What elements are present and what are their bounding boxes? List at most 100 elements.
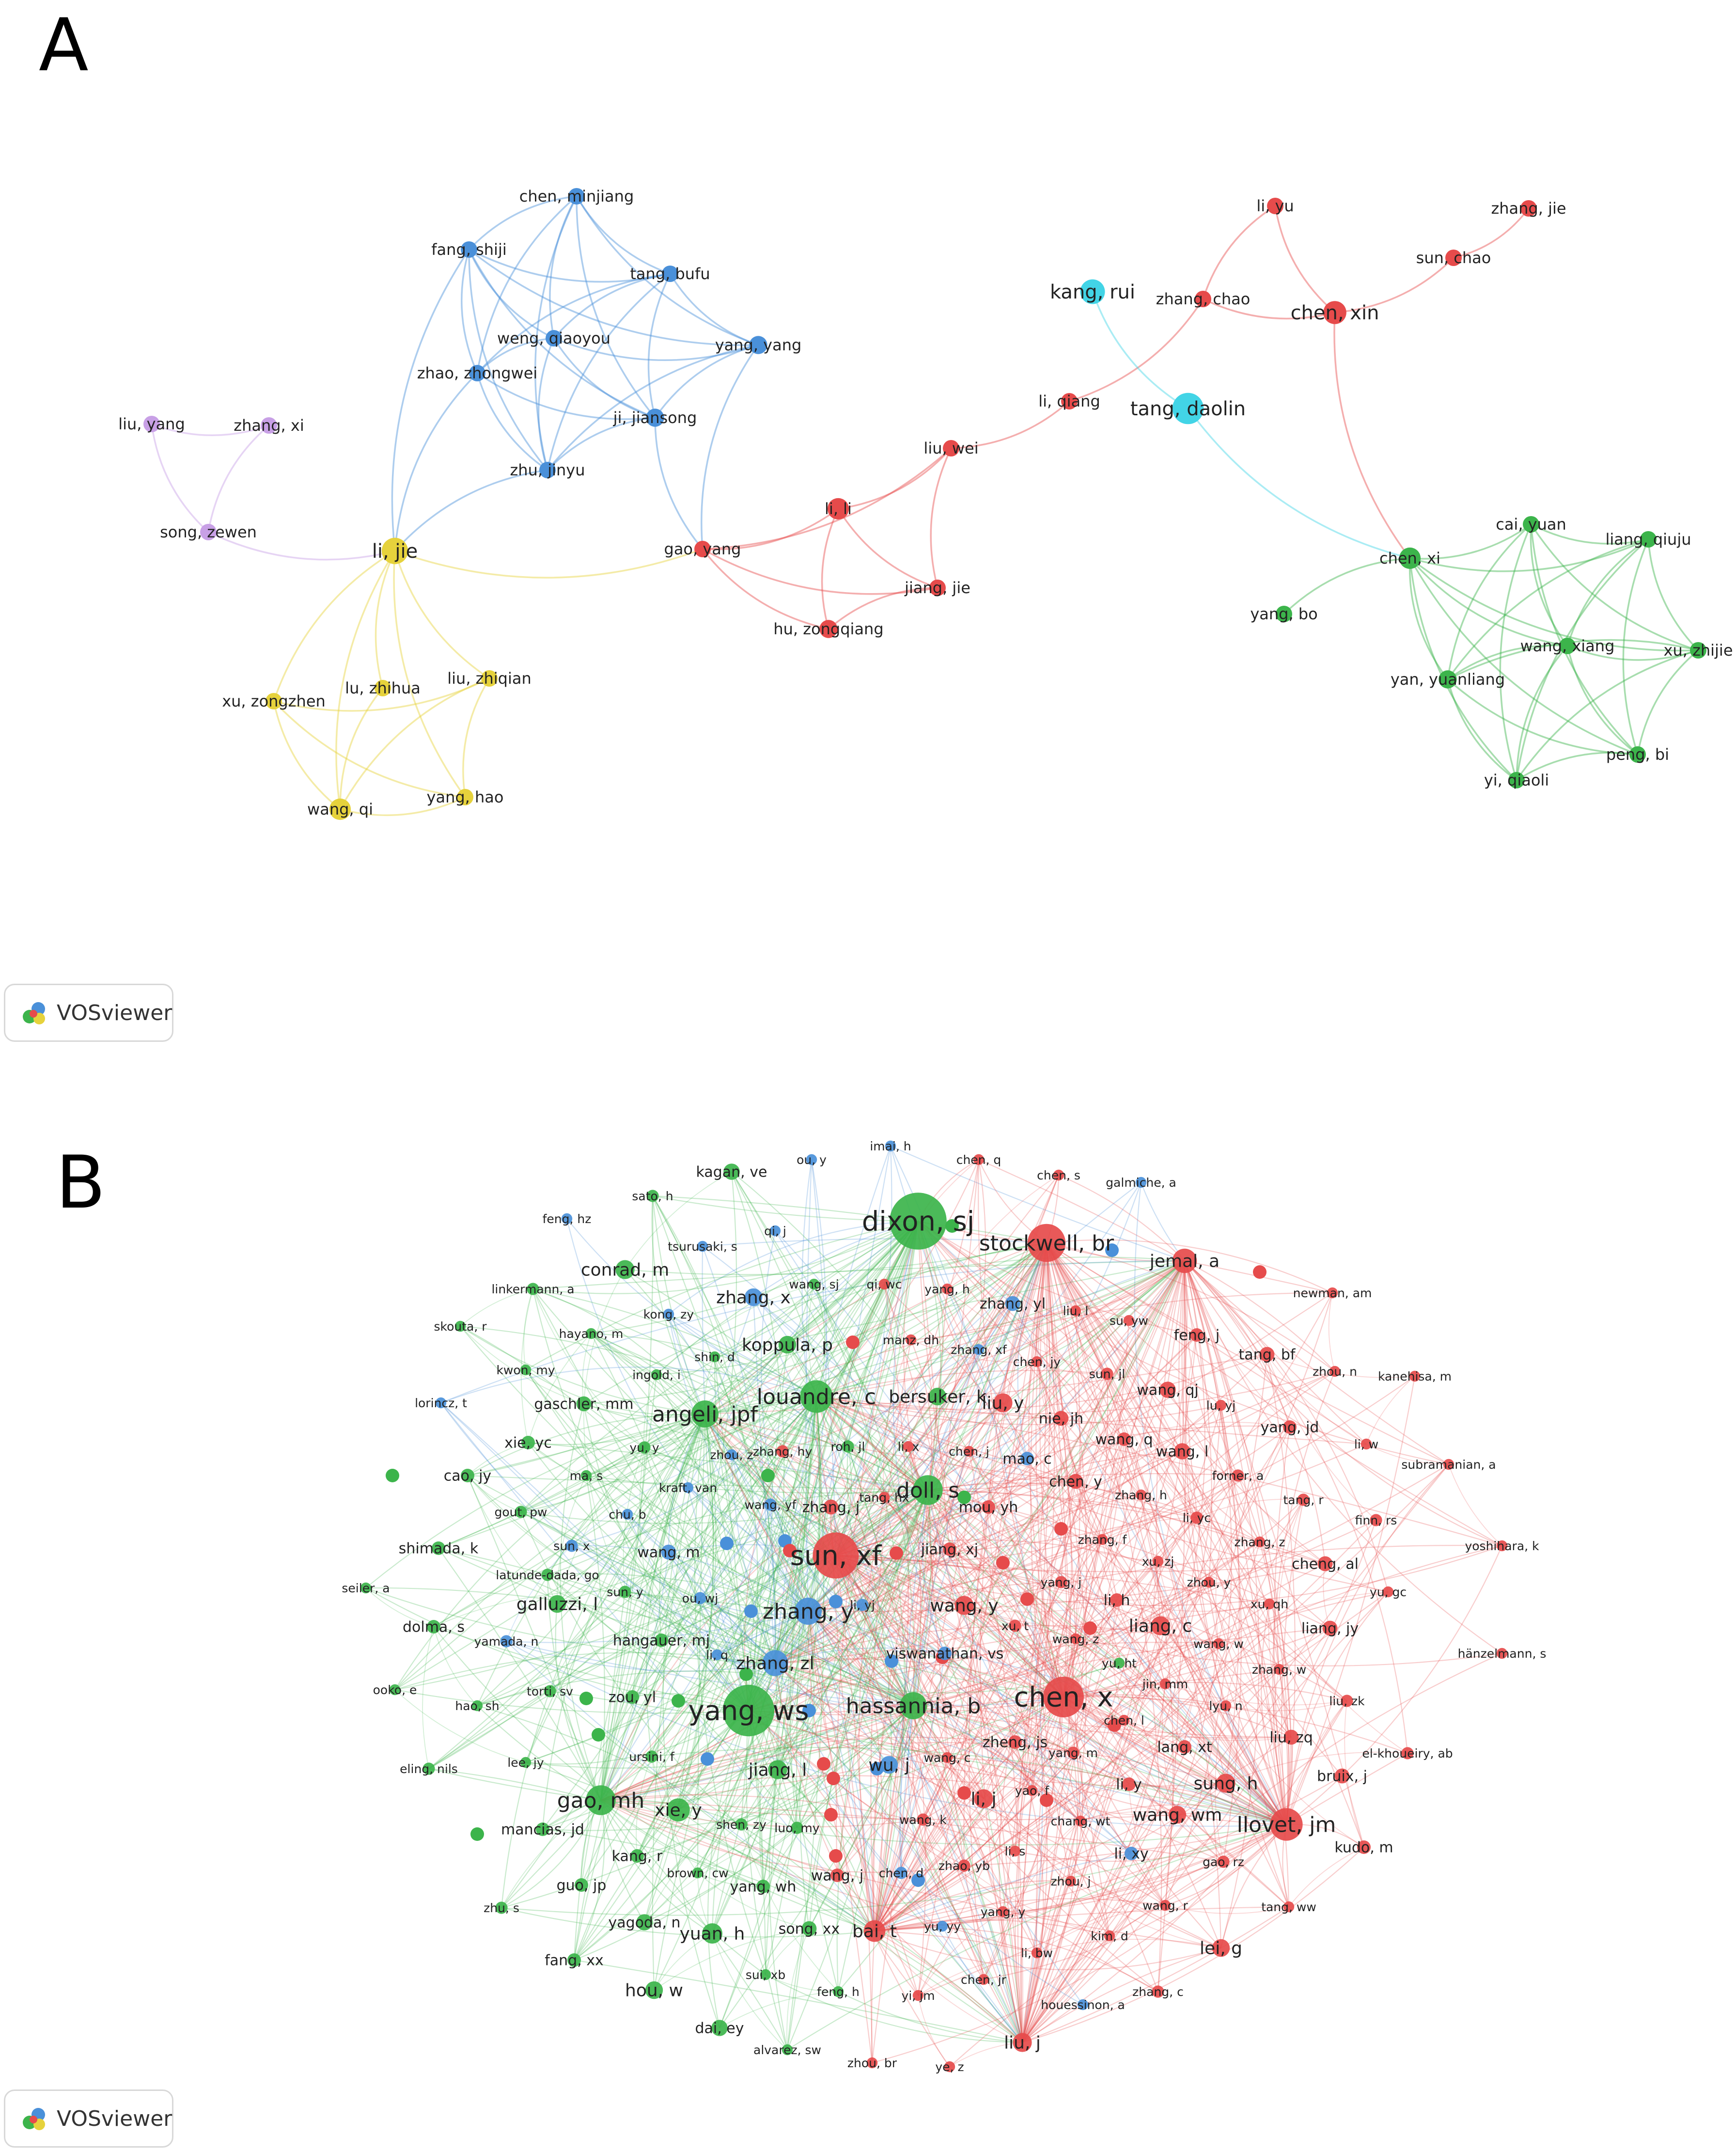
network-node-liu-zhiqian[interactable]: liu, zhiqian <box>447 669 531 688</box>
network-node-mancias-jd[interactable]: mancias, jd <box>501 1822 584 1838</box>
network-node-li-y[interactable]: li, y <box>1116 1776 1142 1793</box>
network-node-xu-zongzhen[interactable]: xu, zongzhen <box>222 692 326 710</box>
network-node-chen-jr[interactable]: chen, jr <box>961 1973 1007 1987</box>
network-node-chen-j[interactable]: chen, j <box>949 1445 989 1459</box>
network-node-kang-r[interactable]: kang, r <box>612 1848 663 1865</box>
network-node-bersuker-k[interactable]: bersuker, k <box>889 1387 986 1407</box>
network-node-unlabeled[interactable] <box>1054 1522 1068 1536</box>
network-node-unlabeled[interactable] <box>945 1219 959 1233</box>
network-node-hanzelmann-s[interactable]: hänzelmann, s <box>1458 1647 1547 1661</box>
network-node-song-xx[interactable]: song, xx <box>779 1921 840 1938</box>
network-node-wang-qi[interactable]: wang, qi <box>307 798 373 820</box>
network-node-jin-mm[interactable]: jin, mm <box>1142 1677 1188 1691</box>
network-node-zhang-chao[interactable]: zhang, chao <box>1156 290 1251 308</box>
network-node-zheng-js[interactable]: zheng, js <box>983 1734 1048 1751</box>
network-node-ou-wj[interactable]: ou, wj <box>682 1591 718 1605</box>
network-node-zhu-s[interactable]: zhu, s <box>484 1901 519 1915</box>
network-node-li-q[interactable]: li, q <box>706 1648 728 1662</box>
network-node-su-yw[interactable]: su, yw <box>1110 1314 1148 1328</box>
network-node-kim-d[interactable]: kim, d <box>1091 1929 1128 1943</box>
network-node-zhang-h[interactable]: zhang, h <box>1115 1488 1167 1502</box>
network-node-cao-jy[interactable]: cao, jy <box>444 1468 491 1485</box>
vosviewer-badge-a[interactable]: VOSviewer <box>4 984 173 1042</box>
network-node-li-w[interactable]: li, w <box>1354 1437 1378 1451</box>
network-node-yang-j[interactable]: yang, j <box>1041 1575 1082 1589</box>
network-node-chen-y[interactable]: chen, y <box>1049 1474 1102 1491</box>
network-node-feng-j[interactable]: feng, j <box>1174 1327 1220 1344</box>
network-node-gao-yang[interactable]: gao, yang <box>664 540 741 558</box>
network-node-wang-w[interactable]: wang, w <box>1193 1637 1244 1651</box>
network-node-alvarez-sw[interactable]: alvarez, sw <box>753 2043 821 2057</box>
network-node-lu-zhihua[interactable]: lu, zhihua <box>345 679 421 697</box>
network-node-manz-dh[interactable]: manz, dh <box>883 1333 939 1347</box>
network-node-conrad-m[interactable]: conrad, m <box>581 1260 669 1280</box>
network-node-zhao-zhongwei[interactable]: zhao, zhongwei <box>417 364 538 382</box>
network-node-ou-y[interactable]: ou, y <box>797 1153 827 1167</box>
network-node-unlabeled[interactable] <box>827 1772 840 1785</box>
network-node-wang-xiang[interactable]: wang, xiang <box>1520 637 1615 655</box>
network-node-chang-wt[interactable]: chang, wt <box>1051 1814 1110 1828</box>
network-node-unlabeled[interactable] <box>996 1556 1010 1570</box>
network-node-zhou-y[interactable]: zhou, y <box>1187 1575 1231 1589</box>
network-node-liang-c[interactable]: liang, c <box>1129 1616 1192 1636</box>
network-node-song-zewen[interactable]: song, zewen <box>160 523 257 541</box>
network-node-zhang-xi[interactable]: zhang, xi <box>234 416 304 435</box>
network-node-li-h[interactable]: li, h <box>1104 1592 1130 1609</box>
network-node-liu-l[interactable]: liu, l <box>1063 1304 1089 1318</box>
network-node-wang-r[interactable]: wang, r <box>1142 1899 1188 1913</box>
network-node-zhou-j[interactable]: zhou, j <box>1051 1874 1091 1888</box>
network-node-mou-yh[interactable]: mou, yh <box>959 1499 1018 1516</box>
network-node-forner-a[interactable]: forner, a <box>1212 1469 1264 1483</box>
network-node-bai-t[interactable]: bai, t <box>852 1920 897 1942</box>
network-node-yang-bo[interactable]: yang, bo <box>1250 605 1317 623</box>
network-node-dixon-sj[interactable]: dixon, sj <box>862 1193 975 1250</box>
network-node-linkermann-a[interactable]: linkermann, a <box>491 1282 574 1296</box>
network-node-ooko-e[interactable]: ooko, e <box>373 1683 417 1697</box>
network-node-cai-yuan[interactable]: cai, yuan <box>1496 515 1566 534</box>
network-node-tang-ww[interactable]: tang, ww <box>1261 1900 1316 1914</box>
network-node-tang-daolin[interactable]: tang, daolin <box>1130 393 1246 424</box>
network-node-tsurusaki-s[interactable]: tsurusaki, s <box>668 1240 737 1254</box>
network-node-fang-xx[interactable]: fang, xx <box>545 1952 604 1969</box>
network-node-wang-yf[interactable]: wang, yf <box>745 1498 797 1512</box>
network-node-zhao-yb[interactable]: zhao, yb <box>938 1859 990 1873</box>
network-node-unlabeled[interactable] <box>846 1335 860 1349</box>
network-node-zhang-yl[interactable]: zhang, yl <box>980 1296 1046 1313</box>
network-node-newman-am[interactable]: newman, am <box>1293 1286 1372 1300</box>
network-node-peng-bi[interactable]: peng, bi <box>1606 745 1669 764</box>
network-node-zhang-hy[interactable]: zhang, hy <box>753 1445 813 1459</box>
network-node-dai-ey[interactable]: dai, ey <box>695 2020 744 2037</box>
network-node-subramanian-a[interactable]: subramanian, a <box>1401 1458 1496 1472</box>
network-node-cheng-al[interactable]: cheng, al <box>1292 1556 1359 1573</box>
network-node-yang-m[interactable]: yang, m <box>1048 1746 1098 1760</box>
network-node-wang-m[interactable]: wang, m <box>637 1544 700 1561</box>
network-node-wang-wm[interactable]: wang, wm <box>1133 1806 1222 1825</box>
network-node-unlabeled[interactable] <box>744 1604 758 1618</box>
network-node-wang-j[interactable]: wang, j <box>811 1868 863 1885</box>
network-node-li-li[interactable]: li, li <box>825 498 852 520</box>
network-node-li-bw[interactable]: li, bw <box>1021 1946 1053 1960</box>
network-node-zhang-jie[interactable]: zhang, jie <box>1491 199 1566 218</box>
network-node-brown-cw[interactable]: brown, cw <box>667 1866 728 1880</box>
network-node-zhang-c[interactable]: zhang, c <box>1132 1985 1184 1999</box>
network-node-zhou-br[interactable]: zhou, br <box>847 2056 897 2070</box>
network-node-liang-jy[interactable]: liang, jy <box>1301 1620 1359 1637</box>
network-node-galluzzi-l[interactable]: galluzzi, l <box>516 1595 598 1615</box>
network-node-wang-sj[interactable]: wang, sj <box>789 1277 839 1291</box>
network-node-tang-bf[interactable]: tang, bf <box>1239 1347 1296 1364</box>
network-node-kwon-my[interactable]: kwon, my <box>496 1363 555 1377</box>
network-node-louandre-c[interactable]: louandre, c <box>757 1380 876 1413</box>
network-node-unlabeled[interactable] <box>739 1667 753 1681</box>
network-node-unlabeled[interactable] <box>701 1752 714 1766</box>
network-node-unlabeled[interactable] <box>1040 1793 1053 1807</box>
network-node-sun-y[interactable]: sun, y <box>607 1585 643 1599</box>
network-node-unlabeled[interactable] <box>1253 1265 1267 1279</box>
network-node-yoshihara-k[interactable]: yoshihara, k <box>1465 1539 1539 1553</box>
network-node-lang-xt[interactable]: lang, xt <box>1157 1739 1212 1756</box>
network-node-xu-zhijie[interactable]: xu, zhijie <box>1664 641 1733 660</box>
network-node-guo-jp[interactable]: guo, jp <box>557 1877 607 1894</box>
network-node-yan-yuanliang[interactable]: yan, yuanliang <box>1391 670 1505 689</box>
network-node-lu-yj[interactable]: lu, yj <box>1206 1398 1236 1413</box>
network-node-yang-h[interactable]: yang, h <box>924 1282 970 1296</box>
network-node-unlabeled[interactable] <box>761 1469 775 1482</box>
